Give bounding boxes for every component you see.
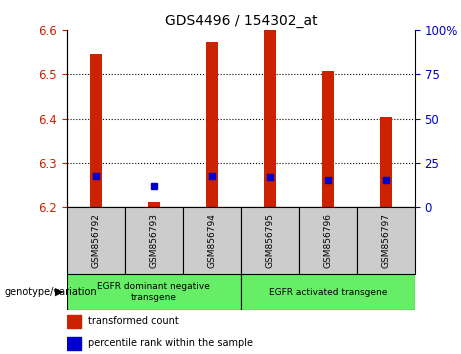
Text: EGFR activated transgene: EGFR activated transgene: [269, 287, 387, 297]
Bar: [206, 42, 218, 207]
Bar: [380, 117, 392, 207]
Text: GSM856794: GSM856794: [207, 213, 216, 268]
Text: GSM856796: GSM856796: [323, 213, 332, 268]
Text: GSM856797: GSM856797: [381, 213, 390, 268]
Text: GSM856795: GSM856795: [266, 213, 274, 268]
Text: GSM856793: GSM856793: [149, 213, 159, 268]
Bar: [183, 207, 241, 274]
Bar: [264, 30, 276, 207]
Bar: [90, 55, 101, 207]
Bar: [241, 207, 299, 274]
Text: genotype/variation: genotype/variation: [5, 287, 97, 297]
Bar: [67, 315, 81, 328]
Title: GDS4496 / 154302_at: GDS4496 / 154302_at: [165, 14, 317, 28]
Bar: [148, 202, 160, 207]
Bar: [322, 71, 334, 207]
Bar: [125, 207, 183, 274]
Bar: [67, 274, 241, 310]
Text: percentile rank within the sample: percentile rank within the sample: [88, 338, 253, 348]
Text: GSM856792: GSM856792: [91, 213, 100, 268]
Bar: [67, 337, 81, 350]
Text: EGFR dominant negative
transgene: EGFR dominant negative transgene: [97, 282, 210, 302]
Bar: [357, 207, 415, 274]
Text: ▶: ▶: [55, 287, 64, 297]
Bar: [67, 207, 125, 274]
Text: transformed count: transformed count: [88, 316, 178, 326]
Bar: [241, 274, 415, 310]
Bar: [299, 207, 357, 274]
